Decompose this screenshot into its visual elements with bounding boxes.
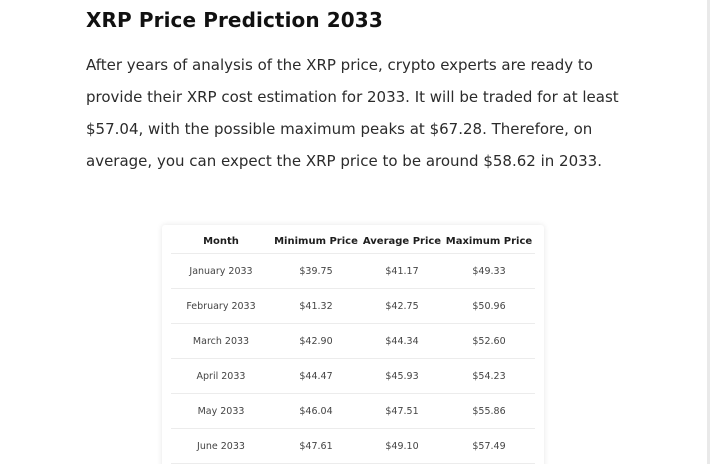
column-header-maximum-price: Maximum Price bbox=[443, 229, 535, 254]
maximum-price-cell: $57.49 bbox=[443, 428, 535, 464]
minimum-price-cell: $46.04 bbox=[271, 393, 361, 429]
minimum-price-cell: $39.75 bbox=[271, 253, 361, 289]
minimum-price-cell: $41.32 bbox=[271, 288, 361, 324]
table-header-row: Month Minimum Price Average Price Maximu… bbox=[171, 229, 535, 254]
average-price-cell: $44.34 bbox=[361, 323, 443, 359]
average-price-cell: $49.10 bbox=[361, 428, 443, 464]
minimum-price-cell: $44.47 bbox=[271, 358, 361, 394]
average-price-cell: $47.51 bbox=[361, 393, 443, 429]
maximum-price-cell: $52.60 bbox=[443, 323, 535, 359]
minimum-price-cell: $47.61 bbox=[271, 428, 361, 464]
month-cell: February 2033 bbox=[171, 288, 271, 324]
table-row: May 2033 $46.04 $47.51 $55.86 bbox=[171, 393, 535, 429]
average-price-cell: $45.93 bbox=[361, 358, 443, 394]
month-cell: March 2033 bbox=[171, 323, 271, 359]
maximum-price-cell: $50.96 bbox=[443, 288, 535, 324]
column-header-month: Month bbox=[171, 229, 271, 254]
page-title: XRP Price Prediction 2033 bbox=[86, 8, 383, 32]
maximum-price-cell: $54.23 bbox=[443, 358, 535, 394]
maximum-price-cell: $55.86 bbox=[443, 393, 535, 429]
column-header-minimum-price: Minimum Price bbox=[271, 229, 361, 254]
article-paragraph: After years of analysis of the XRP price… bbox=[86, 56, 619, 170]
average-price-cell: $42.75 bbox=[361, 288, 443, 324]
column-header-average-price: Average Price bbox=[361, 229, 443, 254]
month-cell: January 2033 bbox=[171, 253, 271, 289]
month-cell: May 2033 bbox=[171, 393, 271, 429]
price-table-card: Month Minimum Price Average Price Maximu… bbox=[162, 225, 544, 464]
month-cell: June 2033 bbox=[171, 428, 271, 464]
table-row: June 2033 $47.61 $49.10 $57.49 bbox=[171, 428, 535, 464]
price-prediction-table: Month Minimum Price Average Price Maximu… bbox=[171, 229, 535, 464]
month-cell: April 2033 bbox=[171, 358, 271, 394]
maximum-price-cell: $49.33 bbox=[443, 253, 535, 289]
table-row: April 2033 $44.47 $45.93 $54.23 bbox=[171, 358, 535, 394]
minimum-price-cell: $42.90 bbox=[271, 323, 361, 359]
table-row: January 2033 $39.75 $41.17 $49.33 bbox=[171, 253, 535, 289]
average-price-cell: $41.17 bbox=[361, 253, 443, 289]
table-row: March 2033 $42.90 $44.34 $52.60 bbox=[171, 323, 535, 359]
page-scroll-edge bbox=[707, 0, 710, 464]
table-row: February 2033 $41.32 $42.75 $50.96 bbox=[171, 288, 535, 324]
